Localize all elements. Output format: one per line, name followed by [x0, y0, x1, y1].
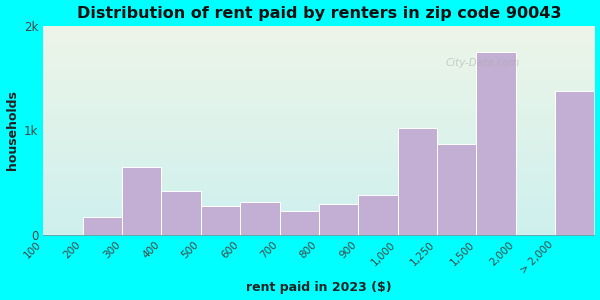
Bar	[437, 144, 476, 235]
X-axis label: rent paid in 2023 ($): rent paid in 2023 ($)	[246, 281, 392, 294]
Bar	[161, 191, 201, 235]
Y-axis label: households: households	[5, 90, 19, 170]
Bar	[398, 128, 437, 235]
Bar	[476, 52, 516, 235]
Bar	[83, 217, 122, 235]
Title: Distribution of rent paid by renters in zip code 90043: Distribution of rent paid by renters in …	[77, 6, 561, 21]
Bar	[240, 202, 280, 235]
Bar	[358, 195, 398, 235]
Text: City-Data.com: City-Data.com	[446, 58, 520, 68]
Bar	[555, 91, 595, 235]
Bar	[122, 167, 161, 235]
Bar	[280, 211, 319, 235]
Bar	[319, 204, 358, 235]
Bar	[201, 206, 240, 235]
